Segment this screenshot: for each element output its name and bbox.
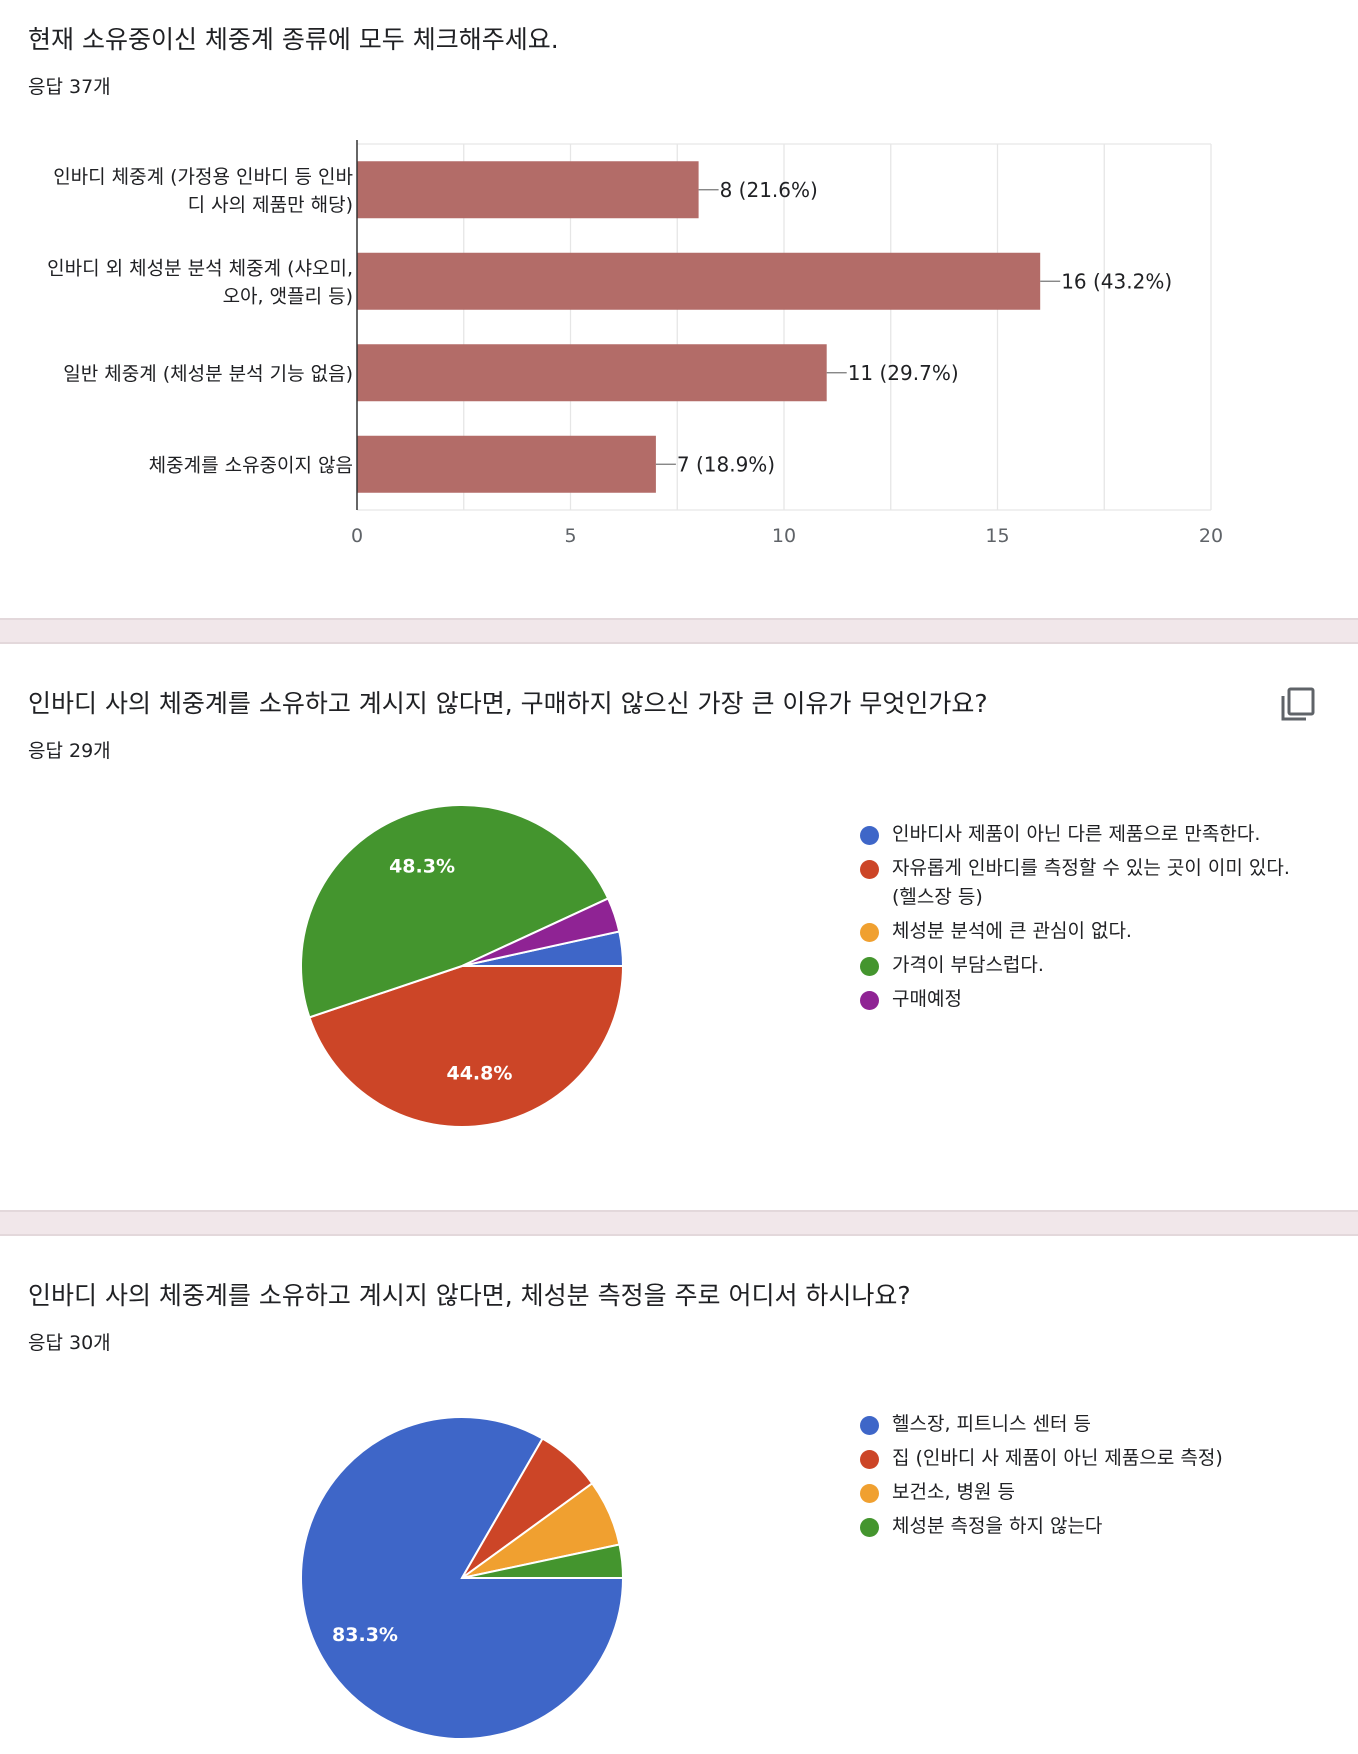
legend-item: 체성분 측정을 하지 않는다 xyxy=(858,1512,1292,1541)
legend-label: 가격이 부담스럽다. xyxy=(892,954,1044,976)
legend-swatch xyxy=(860,991,879,1010)
legend-label: 보건소, 병원 등 xyxy=(892,1481,1015,1503)
bar xyxy=(357,344,827,402)
legend-swatch xyxy=(860,1450,879,1469)
category-label: 인바디 외 체성분 분석 체중계 (샤오미, xyxy=(47,257,353,279)
legend-item: 구매예정 xyxy=(858,985,1292,1014)
response-count: 응답 37개 xyxy=(28,76,111,98)
legend-item: 보건소, 병원 등 xyxy=(858,1478,1292,1507)
legend-swatch xyxy=(860,1518,879,1537)
legend-item: 체성분 분석에 큰 관심이 없다. xyxy=(858,917,1292,946)
legend-item: 가격이 부담스럽다. xyxy=(858,951,1292,980)
x-tick-label: 15 xyxy=(985,525,1009,547)
legend-item: 자유롭게 인바디를 측정할 수 있는 곳이 이미 있다. (헬스장 등) xyxy=(858,854,1292,912)
question-title: 현재 소유중이신 체중계 종류에 모두 체크해주세요. xyxy=(28,25,559,54)
legend-item: 인바디사 제품이 아닌 다른 제품으로 만족한다. xyxy=(858,820,1292,849)
pie-chart: 83.3% xyxy=(300,1416,625,1740)
legend-item: 집 (인바디 사 제품이 아닌 제품으로 측정) xyxy=(858,1444,1292,1473)
category-label: 디 사의 제품만 해당) xyxy=(188,194,353,216)
legend-label: 인바디사 제품이 아닌 다른 제품으로 만족한다. xyxy=(892,823,1261,845)
chart-legend: 인바디사 제품이 아닌 다른 제품으로 만족한다. 자유롭게 인바디를 측정할 수… xyxy=(858,820,1292,1019)
legend-label: 집 (인바디 사 제품이 아닌 제품으로 측정) xyxy=(892,1447,1223,1469)
bar xyxy=(357,252,1041,310)
legend-swatch xyxy=(860,1484,879,1503)
question-title: 인바디 사의 체중계를 소유하고 계시지 않다면, 체성분 측정을 주로 어디서… xyxy=(28,1281,911,1310)
legend-label: 자유롭게 인바디를 측정할 수 있는 곳이 이미 있다. (헬스장 등) xyxy=(892,857,1290,908)
card-separator xyxy=(0,1210,1358,1236)
card-separator xyxy=(0,618,1358,644)
legend-item: 헬스장, 피트니스 센터 등 xyxy=(858,1410,1292,1439)
x-tick-label: 20 xyxy=(1199,525,1223,547)
bar xyxy=(357,161,699,219)
response-count: 응답 30개 xyxy=(28,1332,111,1354)
category-label: 인바디 체중계 (가정용 인바디 등 인바 xyxy=(53,166,353,188)
legend-label: 체성분 측정을 하지 않는다 xyxy=(892,1515,1103,1537)
data-label: 8 (21.6%) xyxy=(720,178,818,202)
pie-chart: 44.8% 48.3% xyxy=(300,804,625,1128)
x-tick-label: 0 xyxy=(351,525,363,547)
question-card-2: 인바디 사의 체중계를 소유하고 계시지 않다면, 구매하지 않으신 가장 큰 … xyxy=(0,644,1358,1210)
bar xyxy=(357,435,656,493)
legend-label: 헬스장, 피트니스 센터 등 xyxy=(892,1413,1091,1435)
category-label: 오아, 앳플리 등) xyxy=(223,285,353,307)
legend-swatch xyxy=(860,860,879,879)
data-label: 7 (18.9%) xyxy=(677,452,775,476)
pie-slice xyxy=(300,804,610,1019)
data-label: 11 (29.7%) xyxy=(848,361,959,385)
copy-icon xyxy=(1281,687,1315,721)
response-count: 응답 29개 xyxy=(28,740,111,762)
category-label: 체중계를 소유중이지 않음 xyxy=(149,454,353,476)
legend-swatch xyxy=(860,1416,879,1435)
slice-label: 83.3% xyxy=(332,1624,398,1646)
bar-chart: 0 5 10 15 20 인바디 체중계 (가정용 인바디 등 인바디 사의 제품만 해당… xyxy=(47,140,1223,547)
question-card-3: 인바디 사의 체중계를 소유하고 계시지 않다면, 체성분 측정을 주로 어디서… xyxy=(0,1236,1358,1754)
category-label: 일반 체중계 (체성분 분석 기능 없음) xyxy=(63,363,353,385)
slice-label: 44.8% xyxy=(446,1063,512,1085)
legend-swatch xyxy=(860,957,879,976)
pie-slice xyxy=(308,964,625,1128)
legend-label: 체성분 분석에 큰 관심이 없다. xyxy=(892,920,1132,942)
x-tick-label: 5 xyxy=(564,525,576,547)
pie-slice xyxy=(461,897,621,967)
slice-label: 48.3% xyxy=(389,856,455,878)
pie-slice xyxy=(461,1543,625,1579)
x-tick-label: 10 xyxy=(772,525,796,547)
copy-chart-button[interactable] xyxy=(1278,684,1318,724)
data-label: 16 (43.2%) xyxy=(1061,269,1172,293)
question-card-1: 현재 소유중이신 체중계 종류에 모두 체크해주세요. 응답 37개 0 5 10 1… xyxy=(0,0,1358,618)
legend-label: 구매예정 xyxy=(892,988,962,1010)
legend-swatch xyxy=(860,826,879,845)
legend-swatch xyxy=(860,923,879,942)
question-title: 인바디 사의 체중계를 소유하고 계시지 않다면, 구매하지 않으신 가장 큰 … xyxy=(28,689,988,718)
